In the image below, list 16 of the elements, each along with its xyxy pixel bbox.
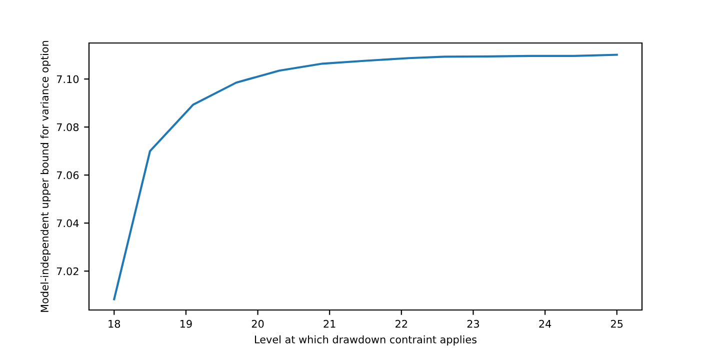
y-axis-title: Model-independent upper bound for variance option: [40, 40, 51, 312]
y-tick-label: 7.10: [56, 75, 79, 84]
x-tick-label: 22: [396, 320, 407, 328]
x-tick-label: 25: [611, 320, 623, 328]
y-tick-label: 7.06: [56, 171, 79, 180]
y-tick-label: 7.08: [56, 123, 79, 132]
x-tick-label: 20: [252, 320, 264, 328]
x-tick-label: 21: [324, 320, 336, 328]
y-tick-label: 7.02: [56, 267, 78, 276]
x-axis-title: Level at which drawdown contraint applies: [255, 335, 477, 346]
y-tick-label: 7.04: [56, 219, 79, 228]
x-tick-label: 19: [180, 320, 192, 328]
x-tick-label: 24: [539, 320, 552, 328]
x-tick-label: 18: [108, 320, 120, 328]
x-tick-label: 23: [467, 320, 480, 328]
line-series: [113, 54, 618, 300]
